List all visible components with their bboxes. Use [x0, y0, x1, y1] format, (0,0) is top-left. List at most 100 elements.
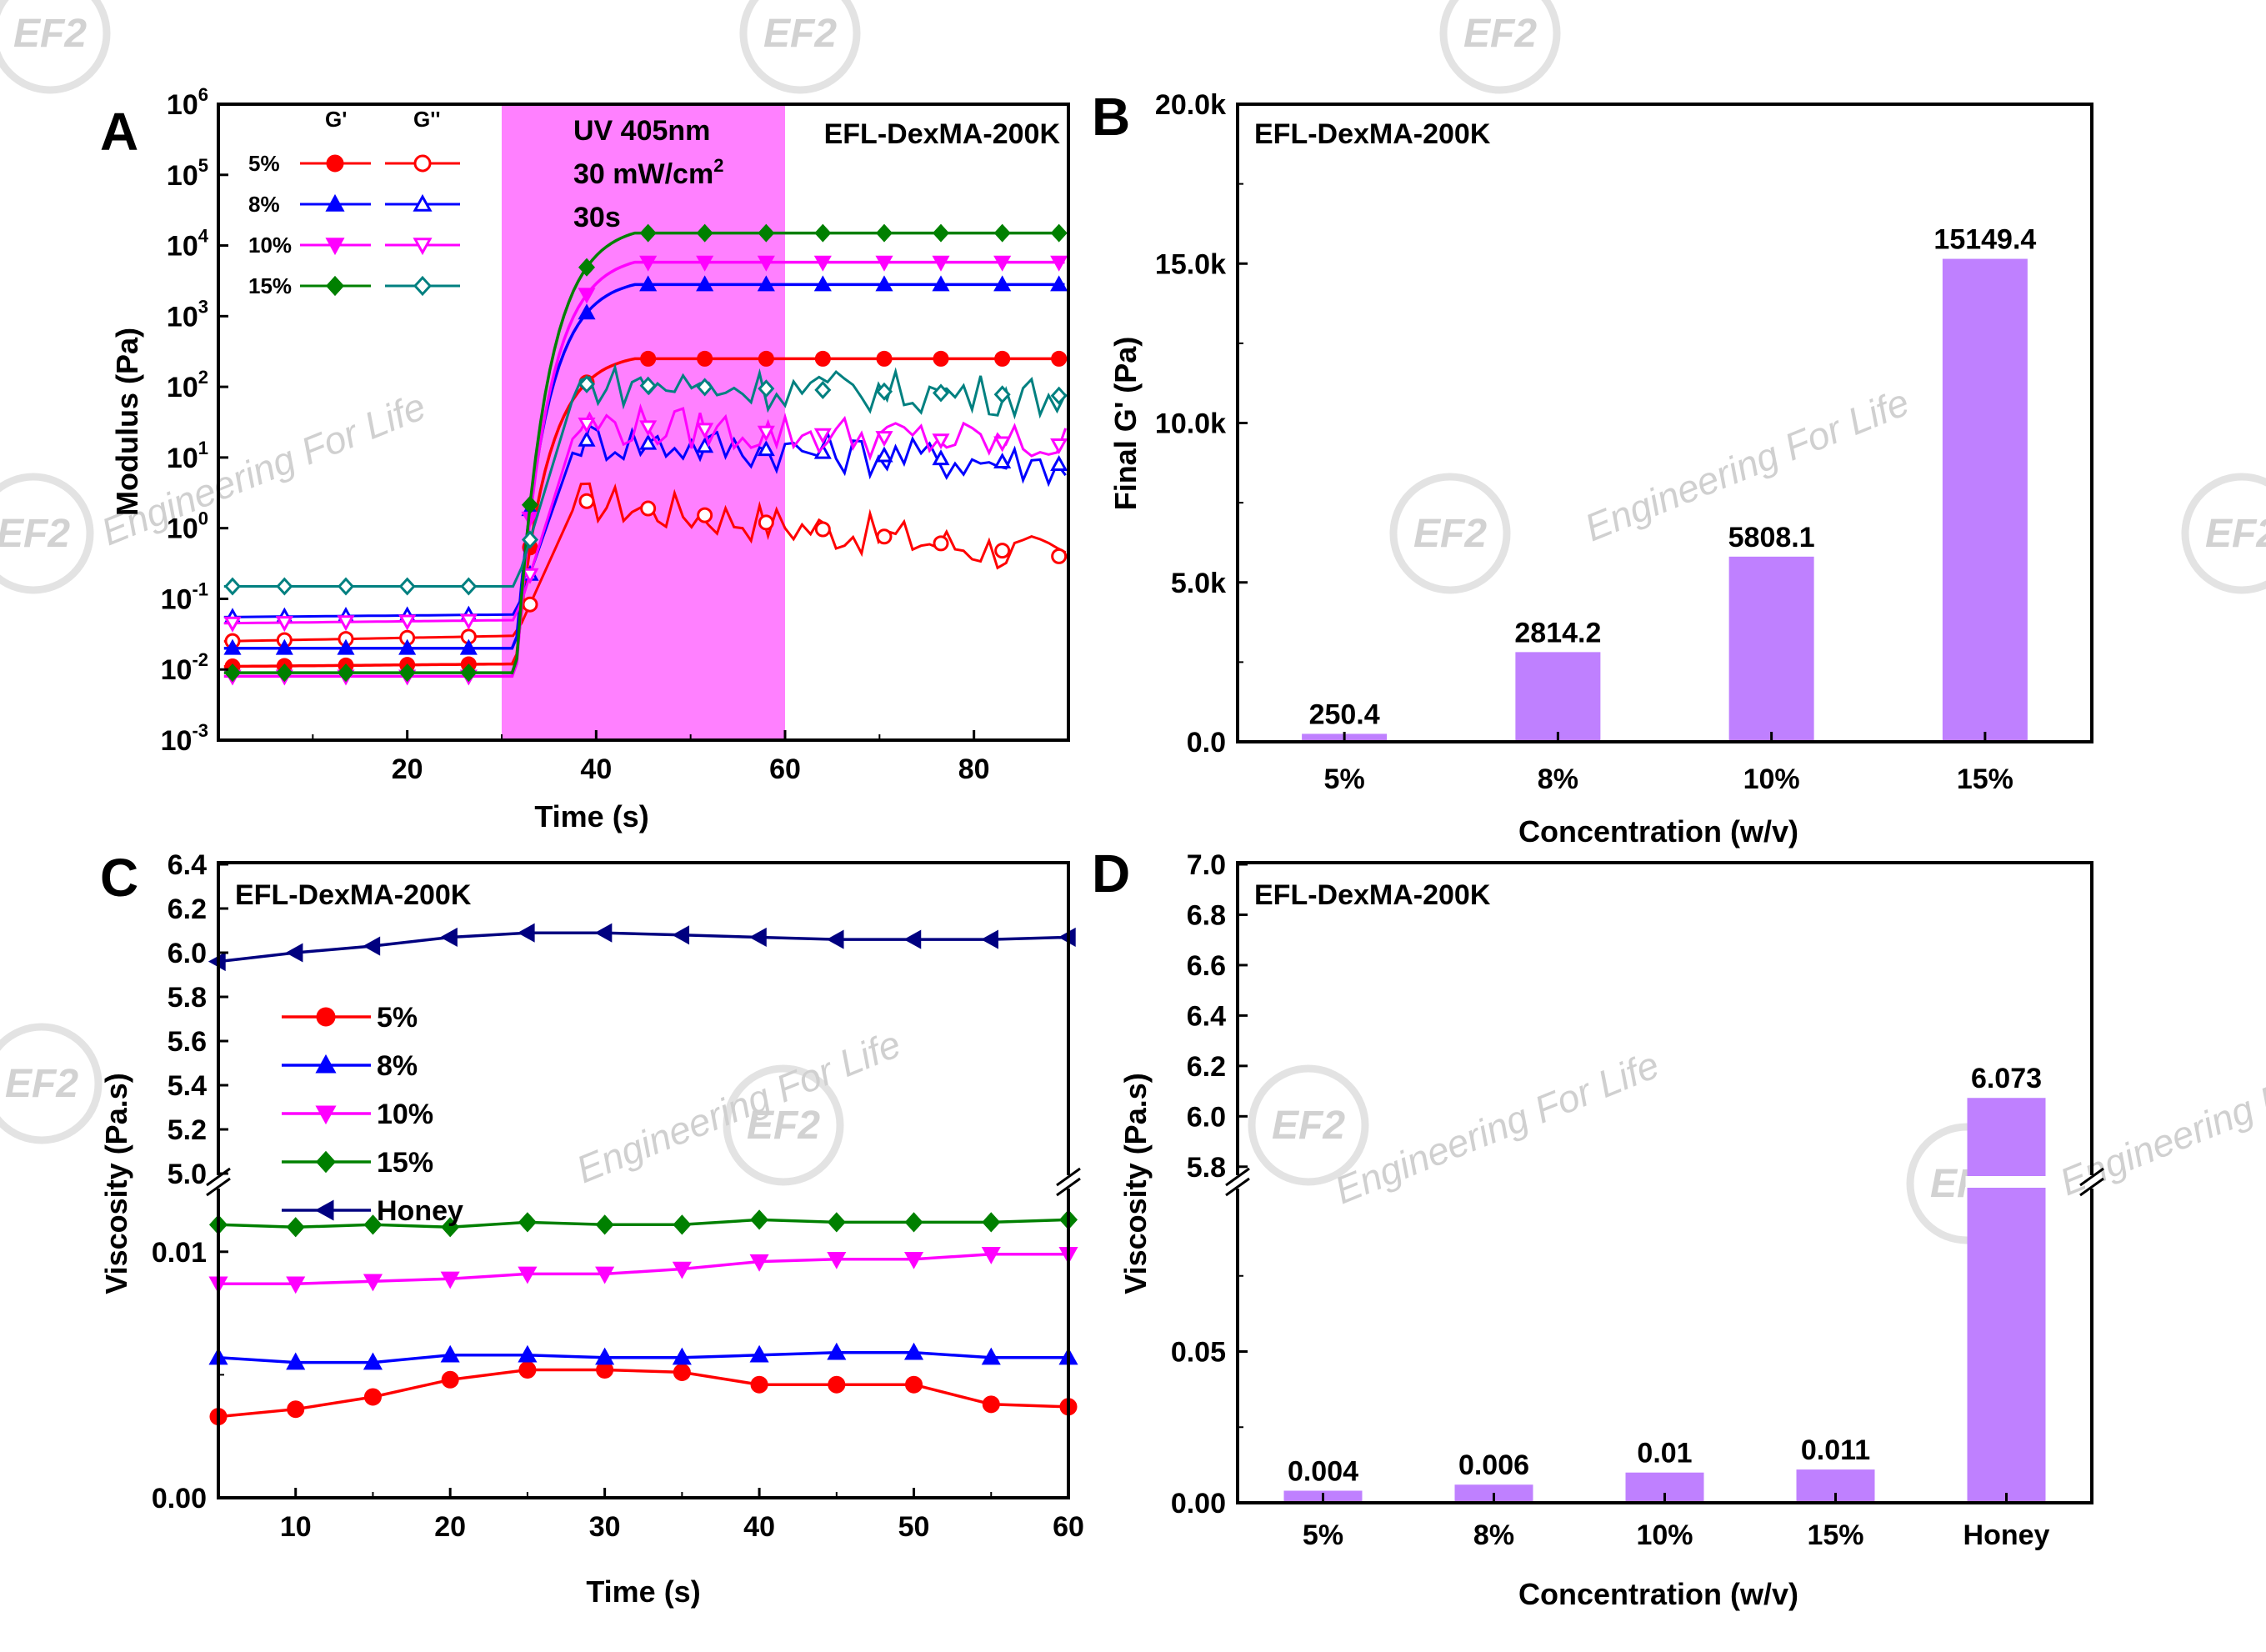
loss-point-5%	[994, 543, 1011, 559]
legend-marker-c-8%	[315, 1054, 337, 1074]
y-axis-label-b: Final G' (Pa)	[1108, 337, 1143, 511]
legend-label-c-Honey: Honey	[377, 1195, 463, 1227]
storage-point-8%	[875, 275, 893, 292]
panel-d: D 0.004 0.006 0.01 0.011 6.073 5% 8% 10% 15% Hon…	[1092, 844, 2104, 1611]
legend-marker-loss-15%	[413, 275, 433, 297]
storage-point-15%	[337, 663, 355, 683]
y-tick-label-a: 10-2	[161, 649, 208, 686]
legend-label-c-8%: 8%	[377, 1050, 418, 1082]
axis-break-mark	[1225, 1177, 1250, 1197]
viscosity-point-15%	[827, 1212, 846, 1233]
x-axis-label-a: Time (s)	[534, 799, 648, 834]
storage-point-5%	[758, 350, 774, 367]
storage-point-15%	[578, 258, 596, 277]
loss-point-5%	[640, 500, 657, 517]
storage-point-15%	[875, 223, 893, 243]
panel-b: B 250.4 2814.2 5808.1 15149.4 5% 8% 10% 15% 0.0…	[1092, 87, 2093, 849]
viscosity-point-Honey	[517, 923, 535, 943]
panel-c: C 10 20 30 40 50 60 5.0 5.2 5.4 5.6 5.8 6.0 6.2 6.4 0.…	[99, 848, 1084, 1609]
y-tick-label-a: 101	[167, 438, 208, 474]
loss-point-10%	[696, 423, 714, 439]
axis-ticks-a: 20 40 60 80 10-3 10-2 10-1 100 101 102 103 104 105 10…	[161, 84, 990, 785]
axis-break-mark	[206, 1177, 231, 1197]
watermark-logo-ring	[1389, 473, 1511, 594]
y-tick-label-c-upper: 5.8	[168, 982, 207, 1014]
viscosity-point-5%	[750, 1375, 768, 1394]
x-axis-label-d: Concentration (w/v)	[1518, 1577, 1798, 1611]
watermark-logo: EF2	[1272, 1104, 1345, 1148]
plot-frame-a	[217, 103, 1070, 742]
loss-point-15%	[276, 577, 293, 596]
legend-label-c-15%: 15%	[377, 1147, 433, 1179]
storage-point-15%	[276, 663, 293, 683]
viscosity-point-Honey	[594, 923, 613, 943]
x-tick-label-c: 50	[898, 1511, 930, 1543]
storage-point-10%	[932, 255, 950, 272]
y-tick-label-a: 106	[167, 84, 208, 121]
bar-value-label: 0.01	[1637, 1438, 1692, 1469]
y-tick-label-a: 100	[167, 508, 208, 545]
bar-value-label: 0.004	[1288, 1455, 1358, 1487]
watermark-logo: EF2	[1463, 12, 1537, 56]
loss-point-8%	[875, 446, 893, 463]
storage-point-5%	[640, 350, 657, 367]
viscosity-point-15%	[363, 1214, 383, 1235]
viscosity-point-Honey	[826, 929, 844, 949]
storage-point-15%	[696, 223, 713, 243]
viscosity-point-Honey	[285, 943, 303, 963]
viscosity-point-10%	[827, 1251, 847, 1269]
loss-point-5%	[1051, 548, 1068, 564]
watermark-logo-ring	[1248, 1064, 1369, 1186]
y-axis-label-c: Viscosity (Pa.s)	[99, 1073, 133, 1294]
viscosity-point-5%	[287, 1400, 305, 1419]
loss-point-5%	[697, 507, 713, 523]
loss-point-10%	[757, 425, 775, 442]
y-tick-label-d-upper: 6.8	[1187, 899, 1226, 931]
x-tick-label-d: 5%	[1303, 1519, 1343, 1551]
legend-marker-c-5%	[316, 1007, 336, 1027]
y-tick-label-a: 103	[167, 296, 208, 333]
legend-marker-c-15%	[315, 1150, 337, 1174]
watermark-logo-ring	[723, 1064, 844, 1186]
watermark-logo: EF2	[5, 1062, 78, 1106]
bar-value-label: 2814.2	[1514, 617, 1601, 648]
storage-point-5%	[814, 350, 831, 367]
storage-point-8%	[459, 638, 478, 655]
viscosity-point-8%	[981, 1347, 1001, 1365]
loss-point-8%	[578, 430, 596, 447]
viscosity-point-15%	[286, 1217, 305, 1238]
panel-letter-c: C	[100, 848, 138, 908]
panel-letter-b: B	[1092, 87, 1130, 147]
x-tick-label-b: 15%	[1957, 763, 2013, 795]
viscosity-point-Honey	[903, 929, 922, 949]
legend-marker-storage-15%	[325, 275, 345, 297]
legend-label-c-10%: 10%	[377, 1099, 433, 1130]
axis-ticks-c: 10 20 30 40 50 60 5.0 5.2 5.4 5.6 5.8 6.0 6.2 6.4 0.00…	[152, 849, 1084, 1543]
legend-marker-c-Honey	[314, 1199, 334, 1221]
bar-value-label: 0.011	[1801, 1434, 1870, 1466]
loss-point-15%	[398, 577, 416, 596]
y-tick-label-b: 10.0k	[1155, 408, 1226, 440]
bars-b: 250.4 2814.2 5808.1 15149.4	[1302, 224, 2036, 742]
storage-point-10%	[696, 255, 714, 272]
legend-label-a-15%: 15%	[248, 273, 292, 298]
viscosity-point-10%	[981, 1247, 1001, 1264]
viscosity-line-15%	[218, 1218, 1069, 1229]
axis-break-d	[1225, 1167, 2104, 1197]
viscosity-point-15%	[673, 1214, 692, 1235]
x-tick-label-d: Honey	[1963, 1519, 2050, 1551]
viscosity-point-8%	[440, 1344, 460, 1363]
y-tick-label-c-upper: 5.6	[168, 1026, 207, 1058]
viscosity-point-8%	[518, 1344, 538, 1363]
watermark-tagline: Engineering For Life	[95, 384, 432, 553]
axis-ticks-b: 5% 8% 10% 15% 0.0 5.0k 10.0k 15.0k 20.0k	[1155, 89, 2013, 795]
legend-label-a-5%: 5%	[248, 151, 280, 176]
x-tick-label-a: 20	[392, 753, 423, 785]
loss-point-10%	[932, 433, 950, 450]
legend-marker-storage-8%	[325, 193, 345, 212]
bar-value-label: 0.006	[1458, 1449, 1529, 1481]
viscosity-point-8%	[595, 1347, 615, 1365]
loss-point-10%	[993, 436, 1012, 453]
loss-point-8%	[932, 449, 950, 466]
bar-Honey	[1967, 1098, 2046, 1503]
